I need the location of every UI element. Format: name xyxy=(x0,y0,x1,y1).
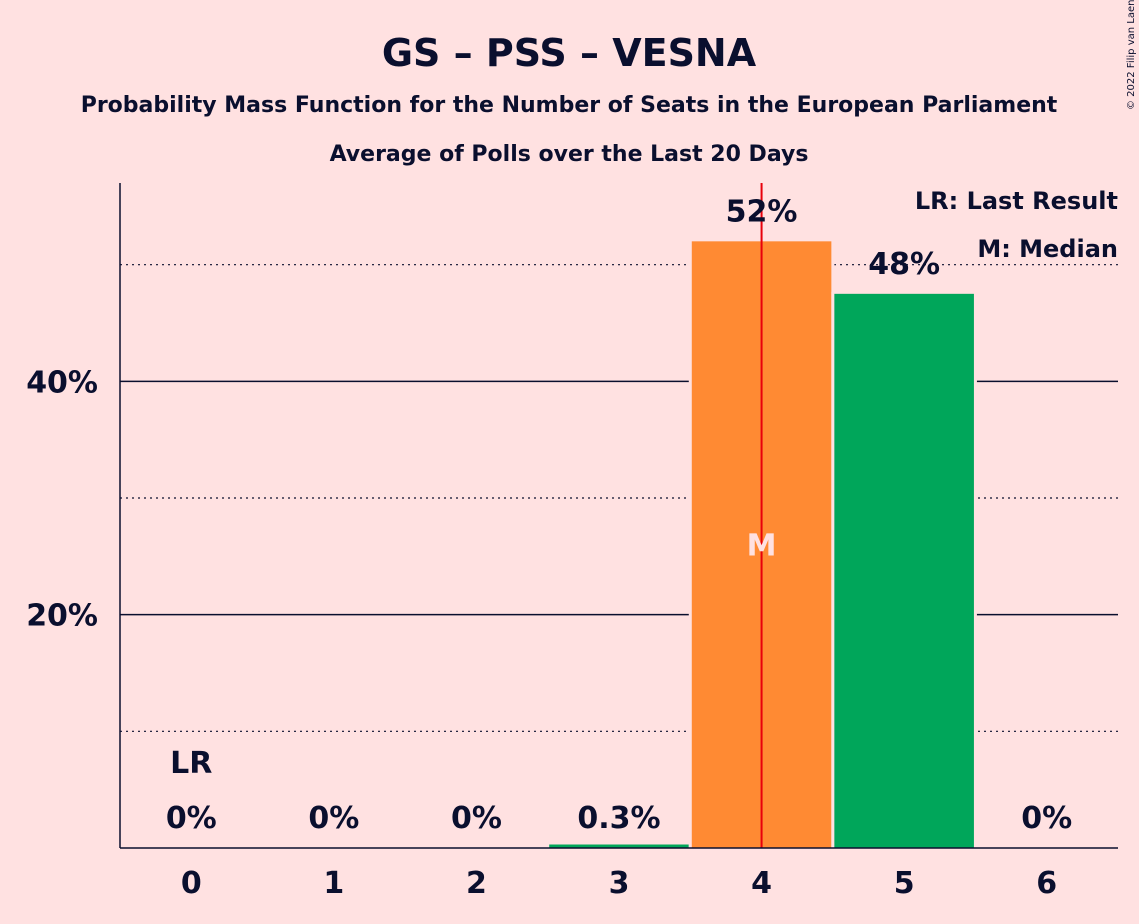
data-label: 0% xyxy=(166,801,217,836)
data-label: 0% xyxy=(308,801,359,836)
bar-slot xyxy=(975,183,1118,848)
bar-slot xyxy=(405,183,548,848)
last-result-marker: LR xyxy=(170,746,212,781)
data-labels: 0% 0% 0% 0.3% 52% 48% 0% LR M xyxy=(166,194,1072,836)
bar xyxy=(834,293,974,848)
x-tick-label: 6 xyxy=(1036,866,1057,901)
x-tick-label: 2 xyxy=(466,866,487,901)
chart-subtitle: Probability Mass Function for the Number… xyxy=(81,93,1058,118)
data-label: 52% xyxy=(726,194,798,229)
y-tick-label: 20% xyxy=(26,599,98,634)
y-tick-label: 40% xyxy=(26,365,98,400)
legend-last-result: LR: Last Result xyxy=(915,187,1118,215)
x-tick-label: 4 xyxy=(751,866,772,901)
x-tick-label: 1 xyxy=(323,866,344,901)
legend-median: M: Median xyxy=(977,235,1118,263)
bar-slot xyxy=(263,183,406,848)
x-tick-label: 3 xyxy=(609,866,630,901)
median-marker: M xyxy=(747,529,777,564)
data-label: 0% xyxy=(1021,801,1072,836)
bars xyxy=(263,183,1118,849)
data-label: 0% xyxy=(451,801,502,836)
bar xyxy=(549,844,689,848)
data-label: 0.3% xyxy=(577,801,660,836)
copyright-text: © 2022 Filip van Laenen xyxy=(1126,0,1137,110)
x-tick-label: 5 xyxy=(894,866,915,901)
bar-slot xyxy=(548,183,691,848)
chart-subtitle-2: Average of Polls over the Last 20 Days xyxy=(330,142,809,167)
chart-title: GS – PSS – VESNA xyxy=(382,31,757,75)
axes: 20% 40% 0 1 2 3 4 5 6 xyxy=(26,183,1118,901)
data-label: 48% xyxy=(868,247,940,282)
x-tick-label: 0 xyxy=(181,866,202,901)
